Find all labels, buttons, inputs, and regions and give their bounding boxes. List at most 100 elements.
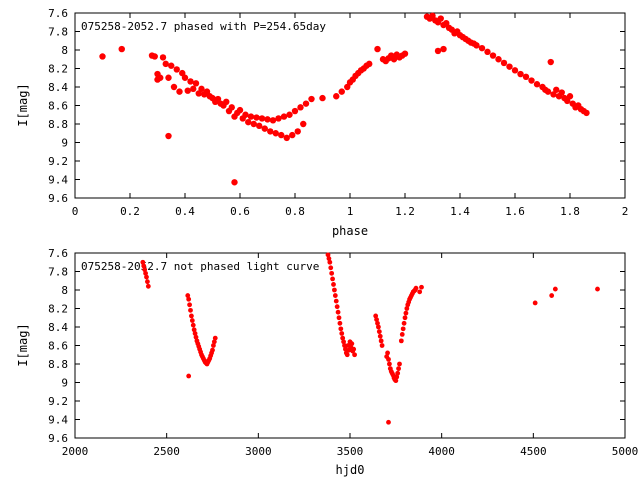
unphased-light-curve-panel: 075258-2052.7 not phased light curve hjd… bbox=[16, 247, 638, 477]
y-tick-label: 7.6 bbox=[48, 7, 68, 20]
data-point bbox=[511, 67, 519, 74]
data-point bbox=[291, 107, 299, 115]
data-point bbox=[159, 54, 167, 61]
y-tick-label: 9 bbox=[61, 377, 68, 390]
data-point bbox=[583, 109, 590, 117]
data-point bbox=[343, 346, 348, 352]
data-point bbox=[342, 343, 347, 348]
y-tick-label: 9.4 bbox=[48, 174, 68, 187]
data-point bbox=[289, 131, 296, 139]
y-tick-label: 8.4 bbox=[48, 81, 68, 94]
y-tick-label: 8 bbox=[61, 44, 68, 57]
y-axis-label: I[mag] bbox=[16, 83, 30, 126]
data-point bbox=[145, 283, 151, 289]
x-tick-label: 1 bbox=[347, 205, 354, 218]
data-point bbox=[532, 300, 538, 306]
x-tick-label: 0.4 bbox=[175, 205, 195, 218]
data-point bbox=[549, 293, 555, 298]
data-point bbox=[176, 88, 183, 95]
y-tick-label: 8.8 bbox=[48, 118, 68, 131]
data-point bbox=[522, 73, 530, 81]
data-point bbox=[165, 132, 172, 140]
data-point bbox=[269, 117, 277, 124]
data-point bbox=[210, 347, 215, 353]
data-point bbox=[374, 317, 379, 322]
data-point bbox=[184, 87, 191, 94]
data-point bbox=[349, 341, 355, 347]
data-point bbox=[144, 274, 149, 280]
data-point bbox=[344, 83, 351, 91]
data-point bbox=[211, 343, 216, 348]
data-point bbox=[344, 352, 350, 358]
data-point bbox=[387, 361, 392, 367]
data-point bbox=[195, 90, 202, 97]
data-point bbox=[398, 338, 404, 344]
data-point bbox=[327, 259, 333, 265]
data-point bbox=[335, 309, 341, 315]
data-point bbox=[595, 286, 600, 292]
data-point bbox=[373, 313, 379, 319]
data-point bbox=[437, 15, 444, 22]
data-point bbox=[440, 45, 447, 53]
data-point bbox=[352, 352, 357, 358]
data-point bbox=[118, 45, 125, 53]
data-point bbox=[334, 304, 340, 310]
x-tick-label: 4000 bbox=[428, 445, 455, 458]
data-point bbox=[333, 298, 339, 304]
axis-ticks: 2000 2500 3000 3500 4000 4500 5000 7.6 7.8 8 8.2 8.… bbox=[48, 247, 638, 458]
y-tick-label: 9.6 bbox=[48, 192, 68, 205]
x-tick-label: 2500 bbox=[153, 445, 180, 458]
y-tick-label: 8.4 bbox=[48, 321, 68, 334]
x-tick-label: 3000 bbox=[245, 445, 272, 458]
data-point bbox=[434, 47, 442, 55]
data-point bbox=[223, 98, 230, 106]
data-point bbox=[517, 70, 524, 78]
data-point bbox=[329, 270, 335, 276]
data-point bbox=[190, 85, 197, 93]
data-point bbox=[187, 78, 194, 85]
y-tick-label: 8.6 bbox=[48, 340, 68, 353]
data-point bbox=[338, 326, 344, 332]
data-point bbox=[186, 373, 192, 379]
x-tick-label: 1.4 bbox=[450, 205, 470, 218]
y-tick-label: 9.2 bbox=[48, 395, 68, 408]
y-axis-label: I[mag] bbox=[16, 323, 30, 366]
chart-title: 075258-2052.7 phased with P=254.65day bbox=[81, 20, 326, 33]
data-point bbox=[261, 125, 268, 132]
data-point bbox=[286, 111, 293, 118]
x-axis-label: hjd0 bbox=[336, 463, 365, 477]
x-tick-label: 2000 bbox=[62, 445, 89, 458]
y-tick-label: 9.6 bbox=[48, 432, 68, 445]
data-point bbox=[297, 104, 304, 111]
data-point bbox=[558, 89, 565, 96]
data-point bbox=[544, 88, 552, 95]
x-axis-label: phase bbox=[332, 224, 368, 238]
x-tick-label: 0.6 bbox=[230, 205, 250, 218]
data-point bbox=[142, 267, 148, 273]
y-tick-label: 8 bbox=[61, 284, 68, 297]
data-point bbox=[141, 263, 147, 269]
data-point bbox=[413, 285, 419, 291]
data-point bbox=[188, 307, 193, 313]
data-point bbox=[379, 343, 385, 348]
data-point bbox=[374, 45, 381, 53]
data-point bbox=[400, 326, 406, 332]
data-point bbox=[214, 95, 222, 103]
data-point bbox=[191, 327, 197, 333]
data-point bbox=[533, 81, 541, 88]
data-point bbox=[192, 80, 200, 87]
data-point bbox=[333, 93, 340, 100]
data-point bbox=[528, 77, 535, 84]
data-point bbox=[157, 74, 164, 81]
data-point bbox=[231, 179, 238, 186]
data-point bbox=[484, 48, 491, 56]
y-tick-label: 9 bbox=[61, 137, 68, 150]
data-point bbox=[308, 95, 315, 103]
data-point bbox=[378, 338, 384, 344]
data-point bbox=[187, 302, 192, 308]
x-tick-label: 4500 bbox=[520, 445, 547, 458]
data-point bbox=[552, 286, 558, 292]
data-points bbox=[140, 252, 600, 425]
data-point bbox=[319, 94, 326, 102]
x-tick-label: 3500 bbox=[337, 445, 364, 458]
